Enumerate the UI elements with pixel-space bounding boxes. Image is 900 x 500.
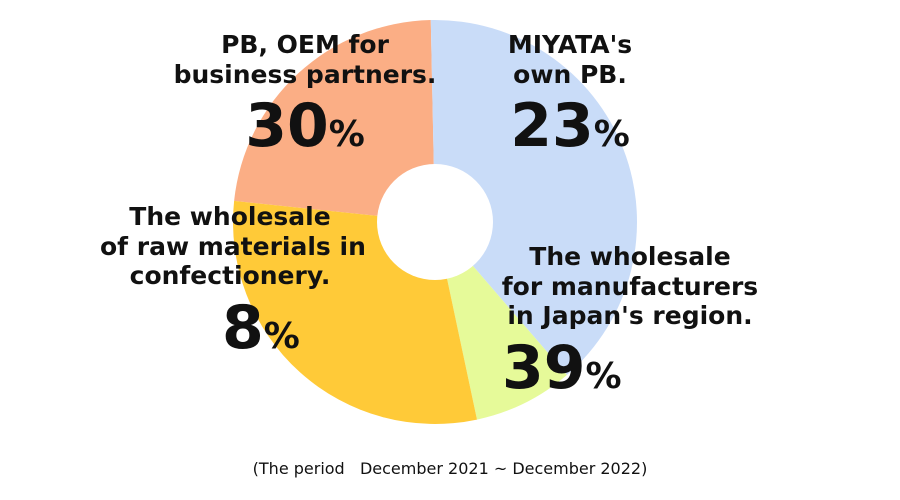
- slice-name-line: The wholesale: [529, 242, 731, 271]
- slice-value: 39%: [502, 332, 622, 403]
- slice-name-line: in Japan's region.: [507, 301, 753, 330]
- slice-label-wholesale-raw-materials: The wholesale of raw materials in confec…: [100, 202, 366, 363]
- slice-name-line: MIYATA's: [507, 30, 633, 59]
- slice-name-line: for manufacturers: [501, 271, 759, 301]
- slice-name-line: PB, OEM for: [221, 30, 389, 59]
- slice-value: 23%: [510, 91, 630, 161]
- pie-slice-1: [430, 19, 638, 375]
- pie-slice-0: [234, 20, 435, 222]
- slice-name-line: own PB.: [513, 59, 627, 89]
- pie-slice-2: [435, 222, 567, 420]
- slice-label-pb-oem: PB, OEM for business partners. 30%: [170, 30, 440, 158]
- donut-hole: [377, 164, 493, 280]
- slice-label-wholesale-manufacturers: The wholesale for manufacturers in Japan…: [480, 242, 780, 400]
- slice-name-line: confectionery.: [129, 261, 331, 290]
- slice-value: 8%: [222, 292, 300, 363]
- slice-name-line: The wholesale: [129, 202, 331, 231]
- slice-name-line: of raw materials in: [100, 231, 366, 261]
- period-footnote: (The period December 2021 ~ December 202…: [252, 459, 648, 478]
- slice-label-miyata-own-pb: MIYATA's own PB. 23%: [440, 30, 700, 158]
- slice-name-line: business partners.: [173, 59, 437, 89]
- slice-value: 30%: [245, 91, 365, 161]
